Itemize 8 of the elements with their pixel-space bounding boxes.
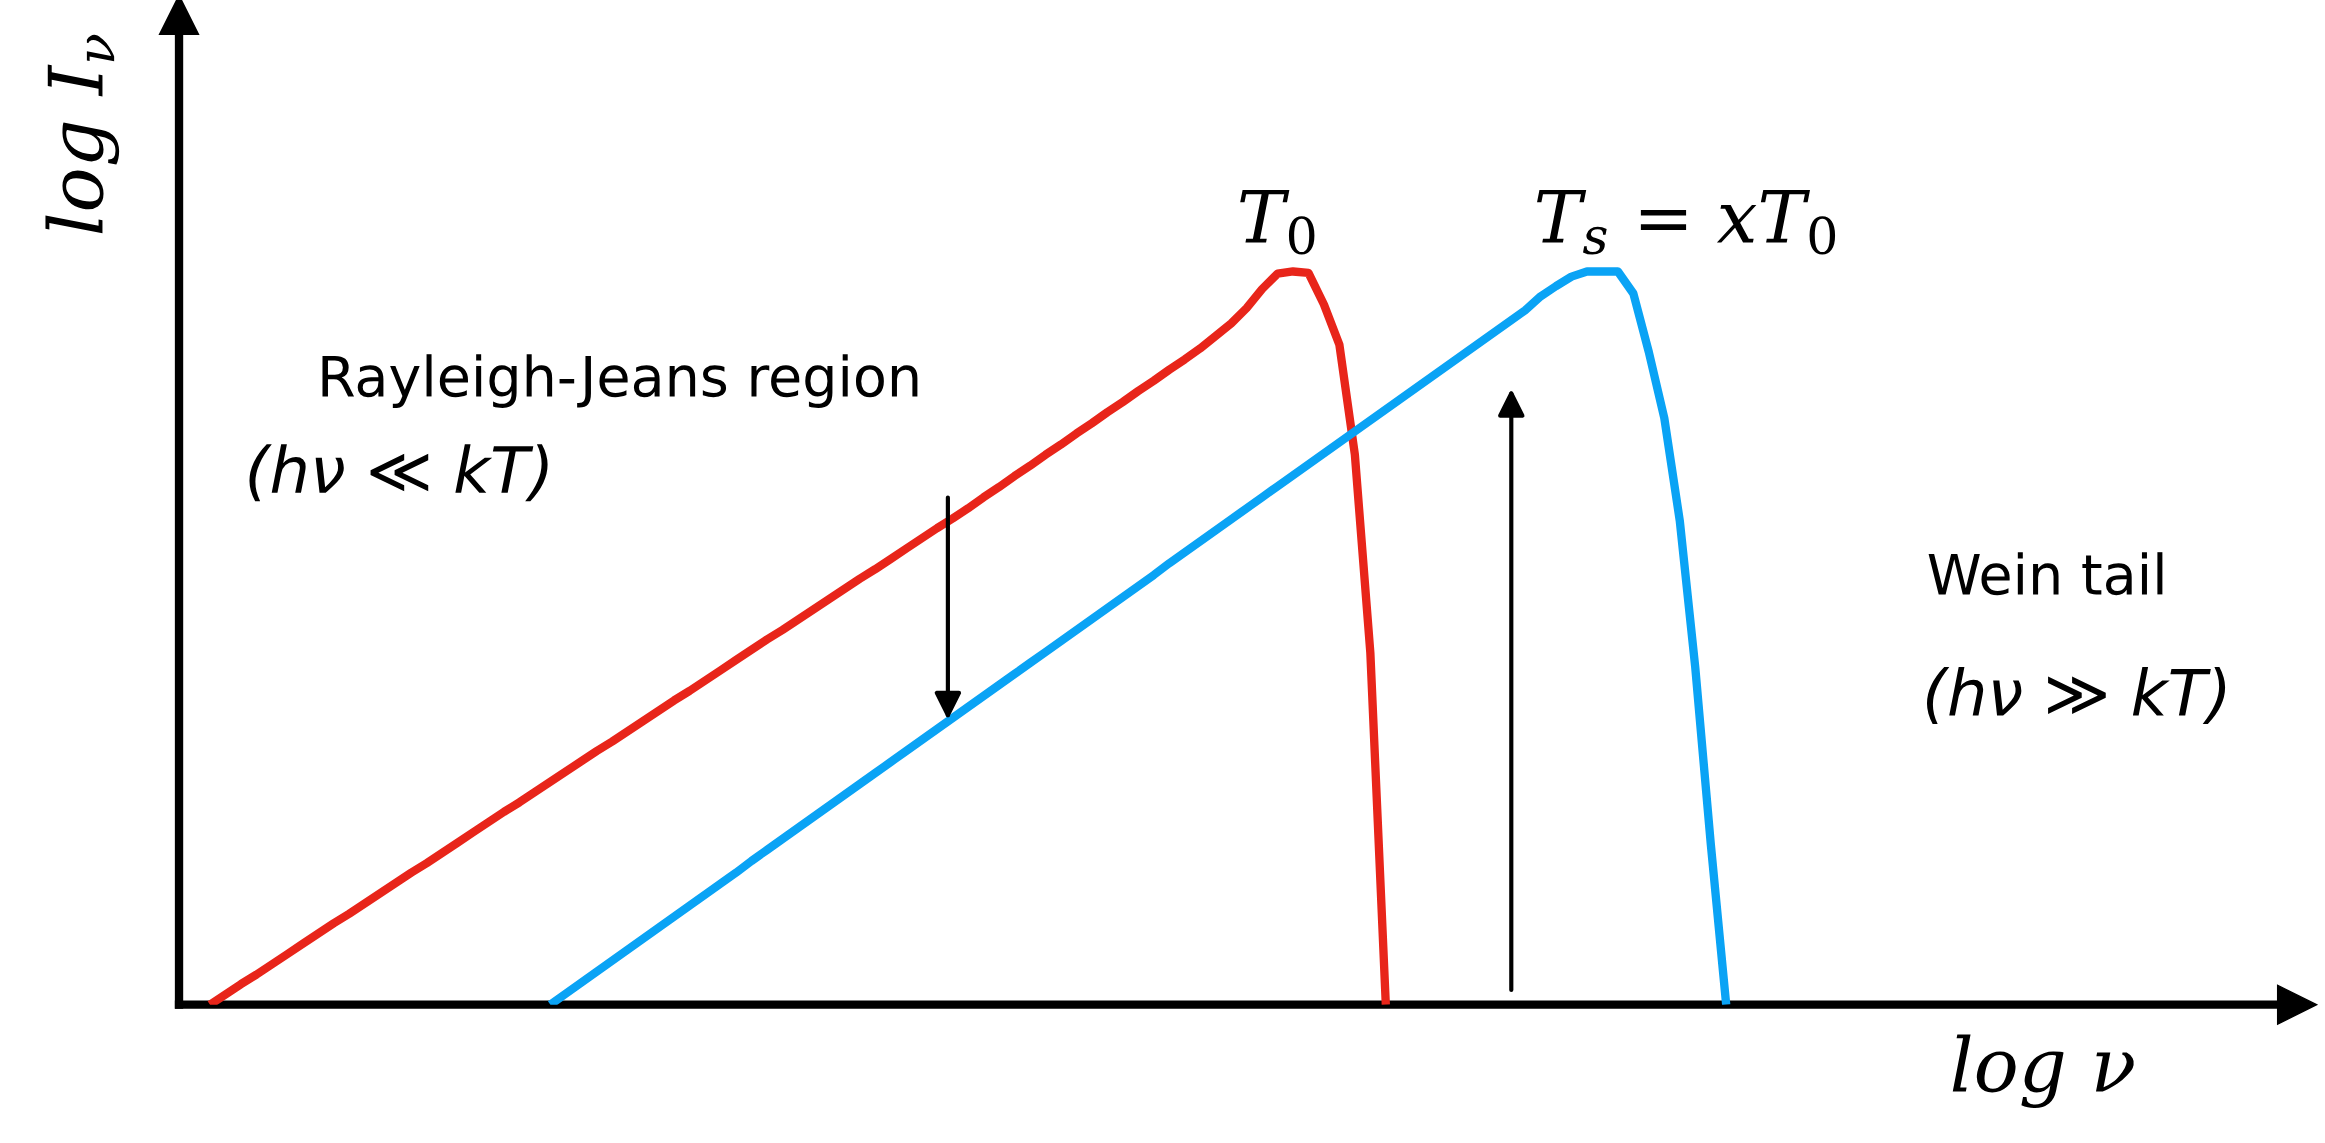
text: T$_{0}$ xyxy=(1240,189,1315,255)
annotation: (hν ≪ kT) xyxy=(249,444,548,502)
text: Wein tail xyxy=(1928,552,2163,596)
y-axis-title: log I$_{ν}$ xyxy=(45,34,120,234)
text: T$_{s}$ = xT$_{0}$ xyxy=(1537,189,1836,255)
annotation: Rayleigh-Jeans region xyxy=(322,354,918,408)
x-axis-title: log ν xyxy=(1952,1034,2134,1109)
text: (hν ≫ kT) xyxy=(1926,666,2226,724)
